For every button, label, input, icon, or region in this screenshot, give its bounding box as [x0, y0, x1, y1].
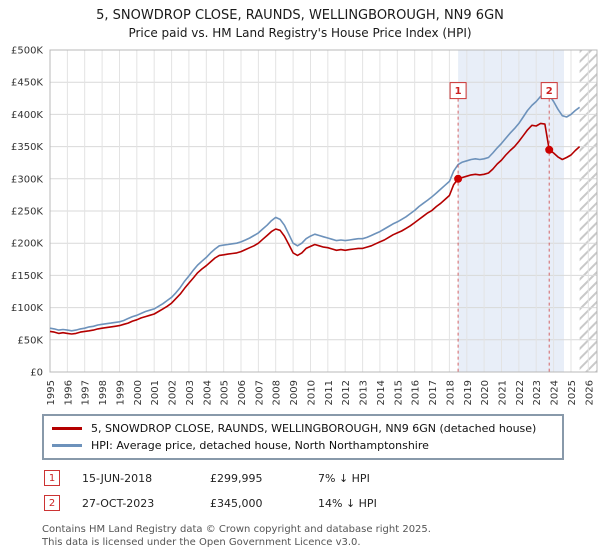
svg-text:2017: 2017 [428, 380, 439, 405]
svg-text:£200K: £200K [11, 239, 43, 250]
transaction-1-price: £299,995 [210, 471, 263, 485]
svg-text:2006: 2006 [237, 380, 248, 405]
svg-text:2022: 2022 [515, 380, 526, 405]
transaction-row-2: 2 27-OCT-2023 £345,000 14% ↓ HPI [44, 495, 596, 511]
svg-text:1999: 1999 [116, 380, 127, 405]
svg-text:2008: 2008 [272, 380, 283, 405]
footer-line-2: This data is licensed under the Open Gov… [42, 537, 361, 548]
svg-text:2015: 2015 [393, 380, 404, 405]
svg-text:2021: 2021 [498, 380, 509, 405]
svg-text:2002: 2002 [168, 380, 179, 405]
transaction-list: 1 15-JUN-2018 £299,995 7% ↓ HPI 2 27-OCT… [44, 470, 596, 511]
svg-text:2005: 2005 [220, 380, 231, 405]
legend-label-property: 5, SNOWDROP CLOSE, RAUNDS, WELLINGBOROUG… [91, 422, 537, 435]
svg-text:£250K: £250K [11, 207, 43, 218]
svg-text:2001: 2001 [150, 380, 161, 405]
svg-text:£350K: £350K [11, 142, 43, 153]
transaction-2-marker-badge: 2 [44, 495, 60, 511]
transaction-row-1: 1 15-JUN-2018 £299,995 7% ↓ HPI [44, 470, 596, 486]
svg-text:2000: 2000 [133, 380, 144, 405]
svg-text:2020: 2020 [480, 380, 491, 405]
blue-line-swatch [52, 444, 82, 447]
svg-text:2010: 2010 [307, 380, 318, 405]
transaction-1-hpi-delta: 7% ↓ HPI [318, 471, 370, 485]
transaction-2-price: £345,000 [210, 496, 263, 510]
legend-label-hpi: HPI: Average price, detached house, Nort… [91, 439, 429, 452]
legend-item-hpi: HPI: Average price, detached house, Nort… [52, 437, 554, 454]
svg-text:2013: 2013 [359, 380, 370, 405]
svg-text:1996: 1996 [63, 380, 74, 405]
legend: 5, SNOWDROP CLOSE, RAUNDS, WELLINGBOROUG… [42, 414, 564, 460]
svg-text:2009: 2009 [289, 380, 300, 405]
svg-text:1995: 1995 [46, 380, 57, 405]
svg-text:2: 2 [546, 86, 553, 97]
svg-text:£150K: £150K [11, 271, 43, 282]
transaction-2-hpi-delta: 14% ↓ HPI [318, 496, 377, 510]
red-line-swatch [52, 427, 82, 430]
svg-text:2012: 2012 [341, 380, 352, 405]
svg-text:2025: 2025 [567, 380, 578, 405]
svg-text:£0: £0 [30, 368, 43, 379]
svg-text:£450K: £450K [11, 78, 43, 89]
svg-text:£400K: £400K [11, 110, 43, 121]
footer-line-1: Contains HM Land Registry data © Crown c… [42, 524, 431, 535]
svg-text:£300K: £300K [11, 174, 43, 185]
transaction-1-date: 15-JUN-2018 [82, 471, 153, 485]
svg-text:2019: 2019 [463, 380, 474, 405]
svg-text:£50K: £50K [17, 335, 43, 346]
page-title: 5, SNOWDROP CLOSE, RAUNDS, WELLINGBOROUG… [96, 8, 504, 23]
transaction-1-marker-badge: 1 [44, 470, 60, 486]
svg-text:2018: 2018 [445, 380, 456, 405]
svg-text:2024: 2024 [550, 380, 561, 405]
svg-text:2023: 2023 [532, 380, 543, 405]
svg-text:2026: 2026 [584, 380, 595, 405]
svg-text:2011: 2011 [324, 380, 335, 405]
svg-text:£500K: £500K [11, 46, 43, 57]
svg-text:2014: 2014 [376, 380, 387, 405]
svg-text:2007: 2007 [254, 380, 265, 405]
page-subtitle: Price paid vs. HM Land Registry's House … [128, 26, 472, 40]
license-footer: Contains HM Land Registry data © Crown c… [42, 523, 596, 549]
svg-text:2003: 2003 [185, 380, 196, 405]
legend-item-property: 5, SNOWDROP CLOSE, RAUNDS, WELLINGBOROUG… [52, 420, 554, 437]
svg-text:2004: 2004 [202, 380, 213, 405]
svg-text:1: 1 [455, 86, 462, 97]
svg-text:1998: 1998 [98, 380, 109, 405]
svg-text:1997: 1997 [81, 380, 92, 405]
svg-text:2016: 2016 [411, 380, 422, 405]
svg-text:£100K: £100K [11, 303, 43, 314]
transaction-2-date: 27-OCT-2023 [82, 496, 155, 510]
price-history-chart: £0 £50K £100K £150K £200K £250K £300K £350K £400… [4, 42, 600, 412]
